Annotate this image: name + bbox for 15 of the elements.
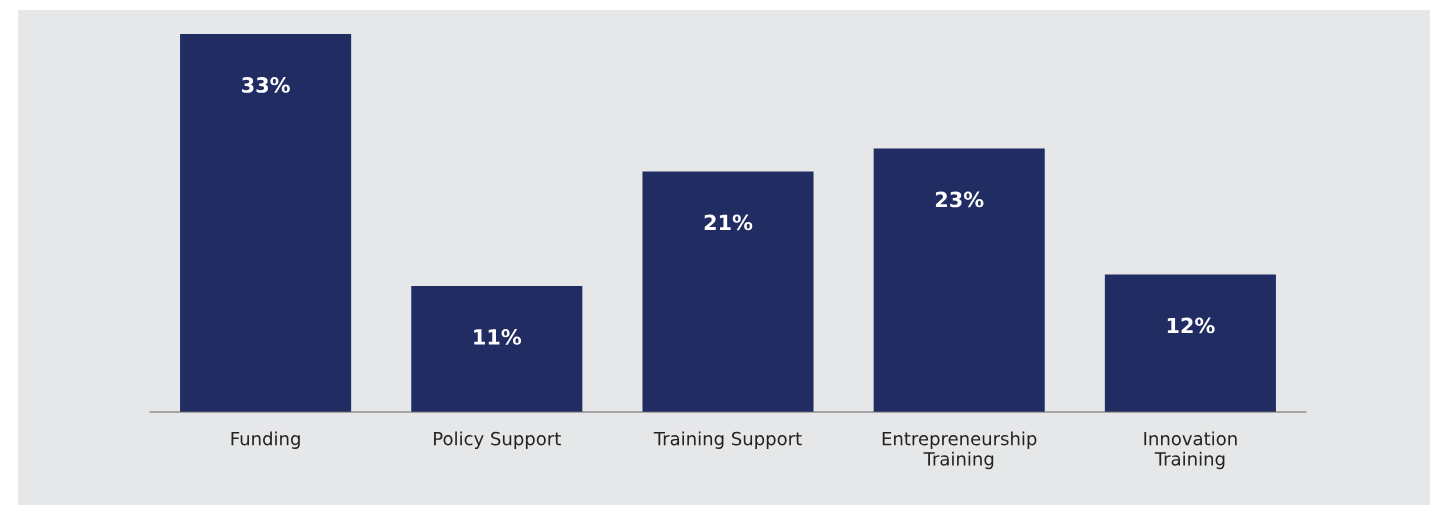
bar bbox=[873, 148, 1045, 412]
data-label: 33% bbox=[242, 77, 290, 93]
data-label: 21% bbox=[704, 214, 753, 231]
data-label: 23% bbox=[935, 191, 984, 208]
bar bbox=[642, 171, 814, 412]
x-tick-label: Funding bbox=[231, 431, 300, 449]
x-tick-label: Entrepreneurship Training bbox=[882, 431, 1037, 470]
bar bbox=[180, 34, 352, 412]
x-tick-label: Innovation Training bbox=[1144, 431, 1237, 470]
x-tick-label: Training Support bbox=[653, 431, 802, 449]
x-tick-label: Policy Support bbox=[434, 431, 561, 449]
data-label: 12% bbox=[1167, 317, 1215, 334]
bar bbox=[1104, 274, 1276, 412]
bar bbox=[411, 286, 583, 412]
data-label: 11% bbox=[474, 329, 522, 345]
